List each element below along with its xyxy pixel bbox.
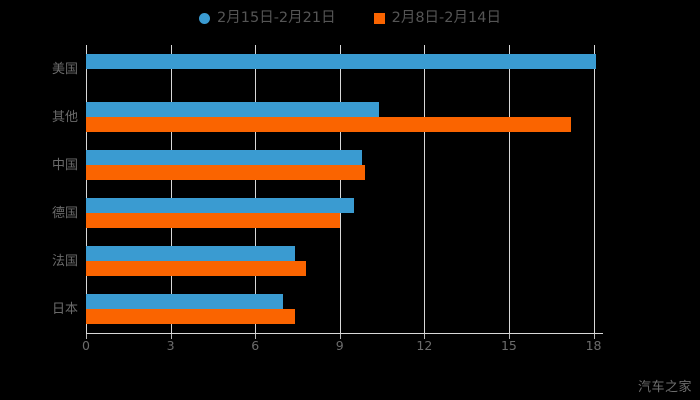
bar[interactable]	[86, 198, 354, 213]
y-tick-label: 其他	[51, 109, 78, 125]
x-axis-tick-labels: 0 3 6 9 12 15 18	[82, 334, 603, 358]
y-tick-label: 法国	[51, 253, 78, 269]
bar-group	[86, 45, 602, 93]
watermark: 汽车之家	[637, 380, 692, 395]
bar[interactable]	[86, 102, 380, 117]
square-marker-icon	[373, 12, 385, 24]
bar[interactable]	[86, 150, 363, 165]
bar[interactable]	[86, 309, 295, 324]
x-tick-label: 6	[251, 338, 260, 353]
y-tick-label: 美国	[51, 61, 78, 77]
x-tick-mark	[170, 334, 172, 339]
circle-marker-icon	[199, 12, 211, 24]
bar-group	[86, 141, 602, 189]
bar[interactable]	[86, 117, 571, 132]
y-tick-label: 日本	[51, 301, 78, 317]
x-tick-label: 15	[500, 338, 517, 353]
x-tick-label: 0	[82, 338, 90, 353]
y-tick-label: 中国	[51, 157, 78, 173]
bar[interactable]	[86, 294, 284, 309]
chart-legend: 2月15日-2月21日 2月8日-2月14日	[0, 6, 700, 30]
x-tick-label: 3	[166, 338, 175, 353]
x-tick-label: 18	[585, 338, 602, 353]
legend-label-series-1: 2月8日-2月14日	[391, 9, 501, 26]
x-axis-line	[86, 333, 603, 334]
bar[interactable]	[86, 246, 295, 261]
y-axis-tick-labels: 美国其他中国德国法国日本	[0, 45, 78, 333]
x-tick-mark	[86, 334, 87, 339]
legend-item-series-1[interactable]: 2月8日-2月14日	[373, 9, 501, 26]
bar-group	[86, 93, 602, 141]
bar-group	[86, 285, 602, 333]
plot-area	[86, 45, 602, 333]
bar-group	[86, 237, 602, 285]
legend-item-series-0[interactable]: 2月15日-2月21日	[199, 11, 336, 26]
bar[interactable]	[86, 261, 306, 276]
x-tick-mark	[424, 334, 426, 339]
bar[interactable]	[86, 54, 597, 69]
legend-label-series-0: 2月15日-2月21日	[217, 9, 336, 26]
x-tick-mark	[508, 334, 510, 339]
y-tick-label: 德国	[51, 205, 78, 221]
x-tick-label: 9	[335, 338, 344, 353]
bar[interactable]	[86, 165, 366, 180]
bar-group	[86, 189, 602, 237]
x-tick-mark	[339, 334, 341, 339]
bar[interactable]	[86, 213, 340, 228]
x-tick-label: 12	[416, 338, 433, 353]
x-tick-mark	[255, 334, 257, 339]
x-tick-mark	[593, 334, 595, 339]
